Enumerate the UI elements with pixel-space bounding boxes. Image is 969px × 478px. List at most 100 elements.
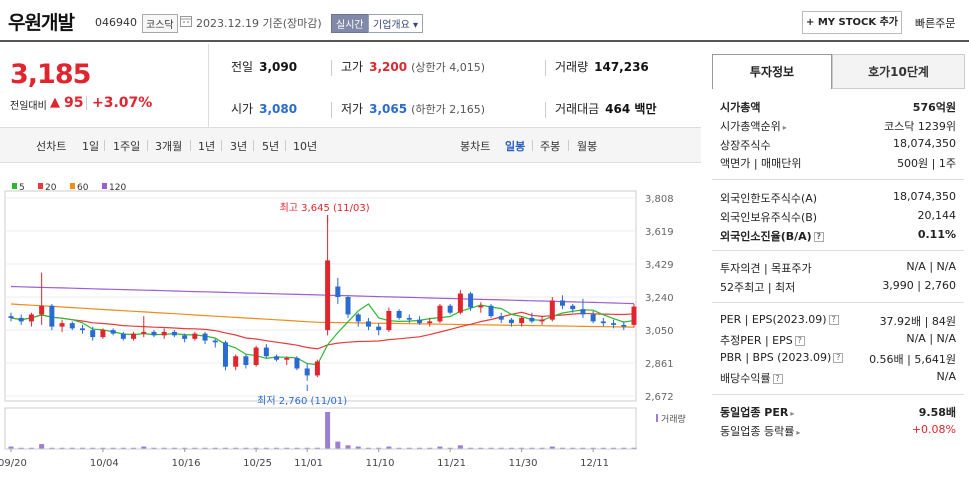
open-label: 시가 (231, 102, 254, 116)
candle-body (69, 323, 75, 329)
candle-weekly[interactable]: 주봉 (540, 140, 561, 153)
caret-right-icon[interactable]: ▸ (790, 409, 795, 418)
period-10y[interactable]: 10년 (293, 140, 318, 153)
info-value: 3,990 | 2,760 (882, 279, 956, 292)
tab-investment-info[interactable]: 투자정보 (712, 54, 832, 89)
volume-bar (417, 447, 423, 449)
candle-body (59, 323, 65, 327)
divider (712, 394, 964, 395)
info-row: 외국인소진율(B/A)? 0.11% (720, 228, 956, 247)
volume-bar (549, 446, 555, 449)
candle-body (549, 300, 555, 320)
info-label: 외국인보유주식수(B) (720, 211, 818, 224)
help-icon[interactable]: ? (772, 374, 783, 384)
legend-swatch (12, 183, 17, 189)
caret-right-icon[interactable]: ▸ (796, 428, 801, 437)
volume-bar (171, 447, 177, 449)
chart-period-bar: 선차트 1일 1주일 3개월 1년 3년 5년 10년 봉차트 일봉 주봉 월봉 (0, 128, 701, 163)
candle-body (580, 309, 586, 315)
divider (331, 60, 332, 76)
period-1w[interactable]: 1주일 (113, 140, 141, 153)
price-summary: 3,185 전일대비 ▲ 95 +3.07% (0, 44, 208, 128)
lower-limit: (하한가 2,165) (411, 103, 485, 116)
info-row: PER | EPS(2023.09)? 37.92배 | 84원 (720, 313, 956, 332)
open-price: 시가 3,080 (231, 100, 297, 117)
divider (221, 140, 222, 151)
prev-close: 전일 3,090 (231, 58, 297, 75)
x-tick-label: 11/21 (437, 458, 466, 469)
candle-body (274, 356, 280, 360)
info-row: 투자의견 | 목표주가 N/A | N/A (720, 260, 956, 279)
candle-body (345, 297, 351, 315)
info-label: 투자의견 | 목표주가 (720, 262, 812, 275)
company-info-dropdown[interactable]: 기업개요 ▾ (368, 14, 423, 33)
market-badge: 코스닥 (142, 14, 178, 33)
candle-body (457, 293, 463, 313)
candle-monthly[interactable]: 월봉 (577, 140, 598, 153)
upper-limit: (상한가 4,015) (411, 61, 485, 74)
volume-bar (529, 447, 535, 449)
volume-bar (376, 447, 382, 449)
divider (545, 102, 546, 118)
volume-bar (437, 446, 443, 449)
help-icon[interactable]: ? (828, 315, 839, 325)
candle-body (325, 260, 331, 331)
caret-right-icon[interactable]: ▸ (782, 123, 787, 132)
as-of-date: 2023.12.19 기준(장마감) (196, 17, 322, 30)
candle-body (427, 321, 433, 324)
candle-body (90, 330, 96, 338)
divider (253, 140, 254, 151)
volume-value: 147,236 (594, 60, 649, 74)
volume-bar (253, 447, 259, 449)
add-my-stock-button[interactable]: + MY STOCK 추가 (802, 11, 902, 34)
candle-body (284, 358, 290, 360)
info-value: 18,074,350 (893, 190, 956, 203)
legend-swatch (102, 183, 107, 189)
prev-close-label: 전일 (231, 60, 254, 74)
trade-value-value: 464 백만 (605, 102, 657, 116)
quick-order-link[interactable]: 빠른주문 (915, 17, 956, 30)
period-1d[interactable]: 1일 (82, 140, 100, 153)
y-tick-label: 3,240 (645, 293, 674, 304)
candle-body (79, 328, 85, 331)
period-3m[interactable]: 3개월 (155, 140, 183, 153)
candle-body (447, 305, 453, 313)
volume-bar (457, 445, 463, 449)
info-label: 상장주식수 (720, 139, 771, 152)
help-icon[interactable]: ? (794, 336, 805, 346)
candle-body (386, 310, 392, 331)
info-label: 외국인한도주식수(A) (720, 192, 818, 205)
info-row: 외국인한도주식수(A) 18,074,350 (720, 190, 956, 209)
candle-body (100, 330, 106, 338)
volume-bar (212, 447, 218, 449)
candle-body (39, 305, 45, 315)
period-5y[interactable]: 5년 (262, 140, 280, 153)
volume-bar (8, 446, 14, 449)
tab-order-book[interactable]: 호가10단계 (832, 54, 965, 89)
high-price: 고가 3,200 (상한가 4,015) (341, 58, 485, 75)
candle-body (182, 335, 188, 339)
info-value: 576억원 (912, 101, 956, 114)
volume-bar (274, 447, 280, 449)
volume-label: 거래량 (555, 60, 589, 74)
ma20-line (10, 311, 635, 350)
candle-daily[interactable]: 일봉 (505, 140, 526, 153)
x-tick-label: 11/10 (366, 458, 395, 469)
low-price: 저가 3,065 (하한가 2,165) (341, 100, 485, 117)
price-chart[interactable]: 3,808 3,619 3,429 3,240 3,050 2,861 2,672 5 20 60… (0, 163, 701, 478)
help-icon[interactable]: ? (833, 353, 844, 363)
info-row: PBR | BPS (2023.09)? 0.56배 | 5,641원 (720, 351, 956, 370)
realtime-button[interactable]: 실시간 (331, 14, 369, 33)
help-icon[interactable]: ? (813, 232, 824, 242)
candle-chart-label: 봉차트 (460, 140, 491, 153)
period-3y[interactable]: 3년 (230, 140, 248, 153)
candle-body (222, 342, 228, 367)
candle-body (49, 305, 55, 327)
open-value: 3,080 (259, 102, 298, 116)
x-tick-label: 09/20 (0, 458, 27, 469)
volume-bar (243, 447, 249, 449)
candle-body (631, 306, 637, 325)
period-1y[interactable]: 1년 (198, 140, 216, 153)
volume-plot-frame (4, 407, 637, 450)
calendar-icon (180, 16, 192, 27)
